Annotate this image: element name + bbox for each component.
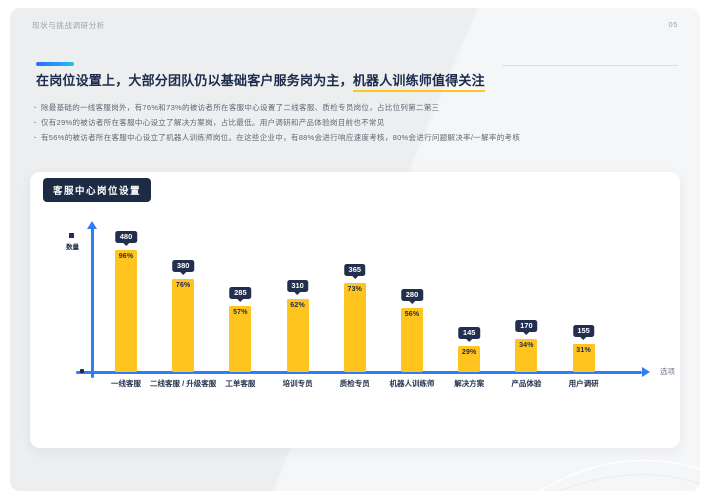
chart-legend: 数量 — [66, 233, 79, 251]
bar-percent-label: 34% — [519, 342, 534, 349]
bar-percent-label: 76% — [175, 282, 191, 289]
x-tick-label: 工单客服 — [225, 379, 256, 388]
bar: 29% — [458, 346, 481, 372]
bar: 76% — [172, 279, 195, 372]
bar-percent-label: 73% — [347, 286, 363, 293]
bar: 57% — [229, 306, 252, 372]
bar-percent-label: 31% — [576, 347, 591, 354]
x-tick-label: 机器人训练师 — [389, 379, 435, 388]
bullet-item: 除最基础的一线客服岗外，有76%和73%的被访者所在客服中心设置了二线客服、质检… — [34, 100, 520, 115]
bar-percent-label: 57% — [233, 309, 248, 316]
bullet-item: 有56%的被访者所在客服中心设立了机器人训练师岗位。在这些企业中，有88%会进行… — [34, 130, 520, 145]
bar-percent-label: 96% — [118, 253, 134, 260]
x-tick-label: 质检专员 — [339, 379, 370, 388]
bullet-list: 除最基础的一线客服岗外，有76%和73%的被访者所在客服中心设置了二线客服、质检… — [34, 100, 520, 145]
x-tick-label: 解决方案 — [454, 379, 485, 388]
bar-percent-label: 29% — [461, 349, 477, 356]
page-number: 05 — [668, 20, 678, 29]
bar-group: 285 57% 工单客服 — [200, 172, 280, 388]
bar-group: 280 56% 机器人训练师 — [372, 172, 452, 388]
bar: 73% — [343, 283, 366, 372]
y-axis-arrow — [87, 221, 97, 378]
bar: 31% — [572, 344, 595, 372]
title-text: 在岗位设置上，大部分团队仍以基础客户服务岗为主， — [36, 73, 353, 88]
bar-value-badge: 365 — [344, 263, 366, 276]
x-axis-arrow — [76, 367, 650, 377]
x-axis-label: 选项 — [660, 367, 675, 376]
x-tick-label: 二线客服 / 升级客服 — [150, 379, 217, 388]
bar-value-badge: 280 — [401, 288, 423, 301]
bar-value-badge: 155 — [572, 324, 595, 337]
bar: 56% — [401, 308, 423, 372]
breadcrumb: 现状与挑战调研分析 — [32, 21, 105, 30]
chart-card: 客服中心岗位设置 数量 选项 480 96% 一线客服 380 76% 二线客服 / 升级… — [30, 172, 680, 448]
bar: 96% — [115, 250, 137, 372]
slide-header: 现状与挑战调研分析 05 — [32, 20, 678, 31]
x-tick-label: 产品体验 — [511, 379, 542, 388]
bar-group: 170 34% 产品体验 — [486, 172, 566, 388]
x-tick-label: 培训专员 — [282, 379, 313, 388]
slide: 现状与挑战调研分析 05 在岗位设置上，大部分团队仍以基础客户服务岗为主，机器人… — [10, 8, 700, 491]
bar: 34% — [515, 339, 538, 372]
axis-origin-dot — [80, 368, 84, 373]
bar: 62% — [286, 299, 309, 372]
bar-group: 145 29% 解决方案 — [429, 172, 509, 388]
bar-group: 365 73% 质检专员 — [315, 172, 395, 388]
bar-chart: 数量 选项 480 96% 一线客服 380 76% 二线客服 / 升级客服 285 57% 工… — [30, 172, 680, 448]
bar-value-badge: 170 — [515, 319, 538, 332]
legend-label: 数量 — [66, 244, 79, 251]
title-highlight: 机器人训练师值得关注 — [352, 73, 485, 92]
bullet-item: 仅有29%的被访者所在客服中心设立了解决方案岗，占比最低。用户调研和产品体验岗目… — [34, 115, 520, 130]
bar-group: 380 76% 二线客服 / 升级客服 — [143, 172, 223, 388]
bar-value-badge: 380 — [172, 259, 194, 272]
bar-group: 155 31% 用户调研 — [544, 172, 624, 388]
bar-value-badge: 285 — [229, 286, 252, 299]
bar-value-badge: 145 — [458, 326, 480, 339]
bar-group: 480 96% 一线客服 — [86, 172, 166, 388]
bar-group: 310 62% 培训专员 — [258, 172, 338, 388]
bar-value-badge: 310 — [286, 279, 309, 292]
x-tick-label: 用户调研 — [568, 379, 599, 388]
bar-percent-label: 62% — [290, 302, 305, 309]
page-title: 在岗位设置上，大部分团队仍以基础客户服务岗为主，机器人训练师值得关注 — [36, 70, 485, 92]
title-divider-line — [502, 65, 678, 66]
x-tick-label: 一线客服 — [111, 379, 141, 388]
chart-title-badge: 客服中心岗位设置 — [43, 178, 152, 202]
bar-percent-label: 56% — [404, 311, 420, 318]
title-accent-bar — [36, 62, 74, 66]
bar-value-badge: 480 — [115, 230, 137, 243]
legend-swatch-icon — [69, 233, 74, 238]
